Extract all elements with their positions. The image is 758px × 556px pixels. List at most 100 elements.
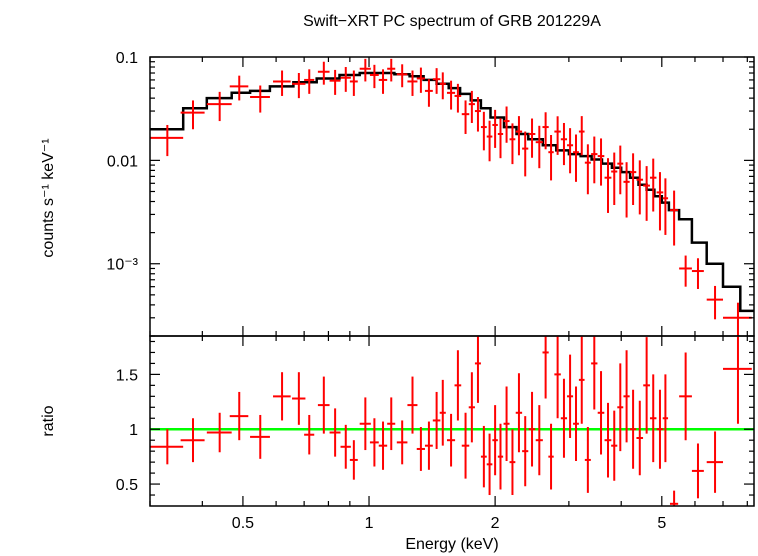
y-tick-label: 1.5 <box>116 367 138 384</box>
x-tick-label: 2 <box>491 515 500 532</box>
spectrum-point <box>480 111 487 151</box>
ratio-point <box>636 400 644 476</box>
spectrum-point <box>578 116 585 156</box>
spectrum-point <box>273 70 291 96</box>
ratio-point <box>611 410 618 481</box>
ratio-point <box>643 337 650 434</box>
spectrum-point <box>560 122 568 166</box>
spectrum-point <box>509 123 516 165</box>
ratio-point <box>229 391 249 441</box>
ratio-point <box>416 427 425 471</box>
ratio-point <box>180 418 205 463</box>
ratio-point <box>378 421 388 470</box>
ratio-point <box>584 427 591 493</box>
ratio-axis-ticks: 0.5 1 2 5 0.5 1 1.5 <box>116 336 754 532</box>
ratio-point <box>597 371 605 455</box>
x-tick-label: 1 <box>365 515 374 532</box>
ratio-point <box>396 420 408 465</box>
spectrum-point <box>611 152 618 206</box>
ratio-point <box>573 386 579 462</box>
ratio-point <box>623 350 630 443</box>
spectrum-point <box>378 69 388 94</box>
spectrum-y-axis-label: counts s⁻¹ keV⁻¹ <box>40 138 57 257</box>
ratio-y-axis-label: ratio <box>40 405 57 436</box>
y-tick-label: 0.1 <box>116 50 138 67</box>
ratio-point <box>548 423 554 490</box>
ratio-point <box>656 389 664 469</box>
ratio-point <box>706 431 724 493</box>
ratio-point <box>206 412 232 453</box>
ratio-point <box>560 378 568 458</box>
ratio-point <box>424 421 433 470</box>
ratio-point <box>369 418 379 467</box>
spectrum-point <box>656 172 664 231</box>
spectrum-point <box>522 131 529 177</box>
spectrum-point <box>432 68 441 94</box>
x-tick-label: 0.5 <box>232 515 254 532</box>
model-curve <box>150 71 754 313</box>
ratio-point <box>604 402 612 478</box>
spectrum-point <box>250 85 270 113</box>
spectrum-point <box>454 83 462 113</box>
ratio-point <box>486 433 493 496</box>
ratio-point <box>292 372 306 425</box>
ratio-point <box>509 429 516 496</box>
ratio-point <box>432 391 441 449</box>
spectrum-point <box>591 136 598 184</box>
spectrum-point <box>649 158 657 212</box>
ratio-point <box>273 372 291 421</box>
spectrum-point <box>304 69 315 94</box>
spectrum-point <box>503 106 510 143</box>
spectrum-panel: 0.1 0.01 10⁻³ counts s⁻¹ keV⁻¹ <box>40 50 755 337</box>
ratio-point <box>669 490 679 506</box>
ratio-point <box>454 350 462 421</box>
spectrum-point <box>554 116 561 155</box>
spectrum-point <box>340 67 351 92</box>
spectrum-point <box>679 255 692 287</box>
spectrum-point <box>643 166 650 221</box>
ratio-point <box>461 412 470 479</box>
y-tick-label: 10⁻³ <box>106 257 138 274</box>
spectrum-point <box>528 118 536 158</box>
chart-title: Swift−XRT PC spectrum of GRB 201229A <box>303 13 601 30</box>
spectrum-point <box>706 285 724 320</box>
spectrum-point <box>597 138 605 186</box>
ratio-point <box>515 373 523 453</box>
ratio-point <box>535 405 543 476</box>
spectrum-point <box>542 112 549 150</box>
ratio-point <box>617 363 624 452</box>
spectrum-point <box>369 64 379 89</box>
ratio-point <box>723 336 752 424</box>
ratio-point <box>492 405 498 476</box>
spectrum-point <box>359 58 371 82</box>
ratio-point <box>542 336 549 399</box>
spectrum-point <box>206 91 232 122</box>
ratio-point <box>591 336 598 410</box>
ratio-point <box>503 386 510 462</box>
spectrum-point <box>150 124 184 157</box>
spectrum-point <box>604 158 612 213</box>
spectrum-point <box>492 109 498 148</box>
spectrum-point <box>723 302 752 336</box>
ratio-point <box>349 440 358 480</box>
spectrum-point <box>515 116 523 156</box>
spectrum-point <box>317 61 330 85</box>
spectrum-point <box>573 134 579 182</box>
spectrum-data-points <box>150 58 752 336</box>
ratio-point <box>329 408 341 457</box>
ratio-point <box>679 352 692 441</box>
ratio-point <box>468 372 475 443</box>
spectrum-point <box>396 64 408 88</box>
spectrum-point <box>584 144 591 195</box>
spectrum-point <box>229 75 249 101</box>
x-tick-label: 5 <box>657 515 666 532</box>
ratio-point <box>340 424 351 469</box>
spectrum-point <box>461 100 470 134</box>
x-axis-label: Energy (keV) <box>405 536 498 553</box>
spectrum-point <box>623 162 630 218</box>
spectrum-point <box>407 70 418 96</box>
spectrum-axis-ticks: 0.1 0.01 10⁻³ <box>106 50 754 337</box>
spectrum-point <box>474 97 481 132</box>
spectrum-point <box>629 153 637 206</box>
